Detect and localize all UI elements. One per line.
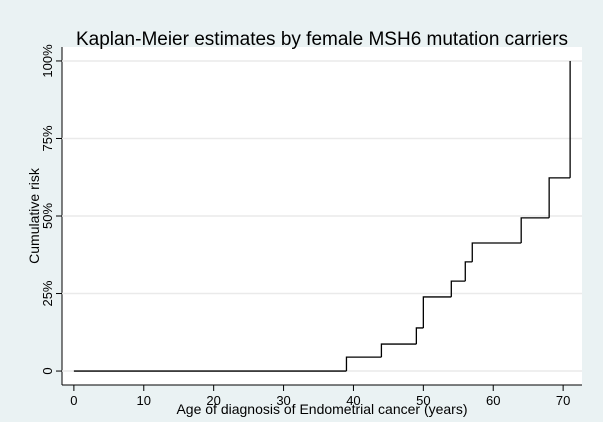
step — [520, 217, 550, 243]
x-tick-label: 20 — [206, 393, 220, 408]
step — [380, 343, 417, 358]
x-tick-label: 30 — [276, 393, 290, 408]
y-tick-label: 100% — [40, 44, 55, 78]
x-tick-label: 10 — [137, 393, 151, 408]
step — [450, 280, 466, 297]
x-tick-label: 0 — [70, 393, 77, 408]
step — [345, 356, 382, 372]
y-tick-label: 50% — [40, 203, 55, 229]
y-tick-label: 25% — [40, 280, 55, 306]
x-tick-label: 40 — [346, 393, 360, 408]
y-tick-label: 75% — [40, 125, 55, 151]
x-tick-label: 70 — [556, 393, 570, 408]
x-tick-label: 50 — [416, 393, 430, 408]
step — [548, 177, 571, 218]
y-axis-label: Cumulative risk — [26, 167, 42, 264]
step — [415, 327, 424, 345]
step — [422, 296, 452, 328]
chart-title: Kaplan-Meier estimates by female MSH6 mu… — [76, 29, 568, 50]
step — [471, 242, 522, 262]
y-tick-label: 0 — [40, 367, 55, 374]
x-tick-label: 60 — [486, 393, 500, 408]
x-axis-label: Age of diagnosis of Endometrial cancer (… — [176, 401, 467, 417]
step — [464, 261, 473, 282]
